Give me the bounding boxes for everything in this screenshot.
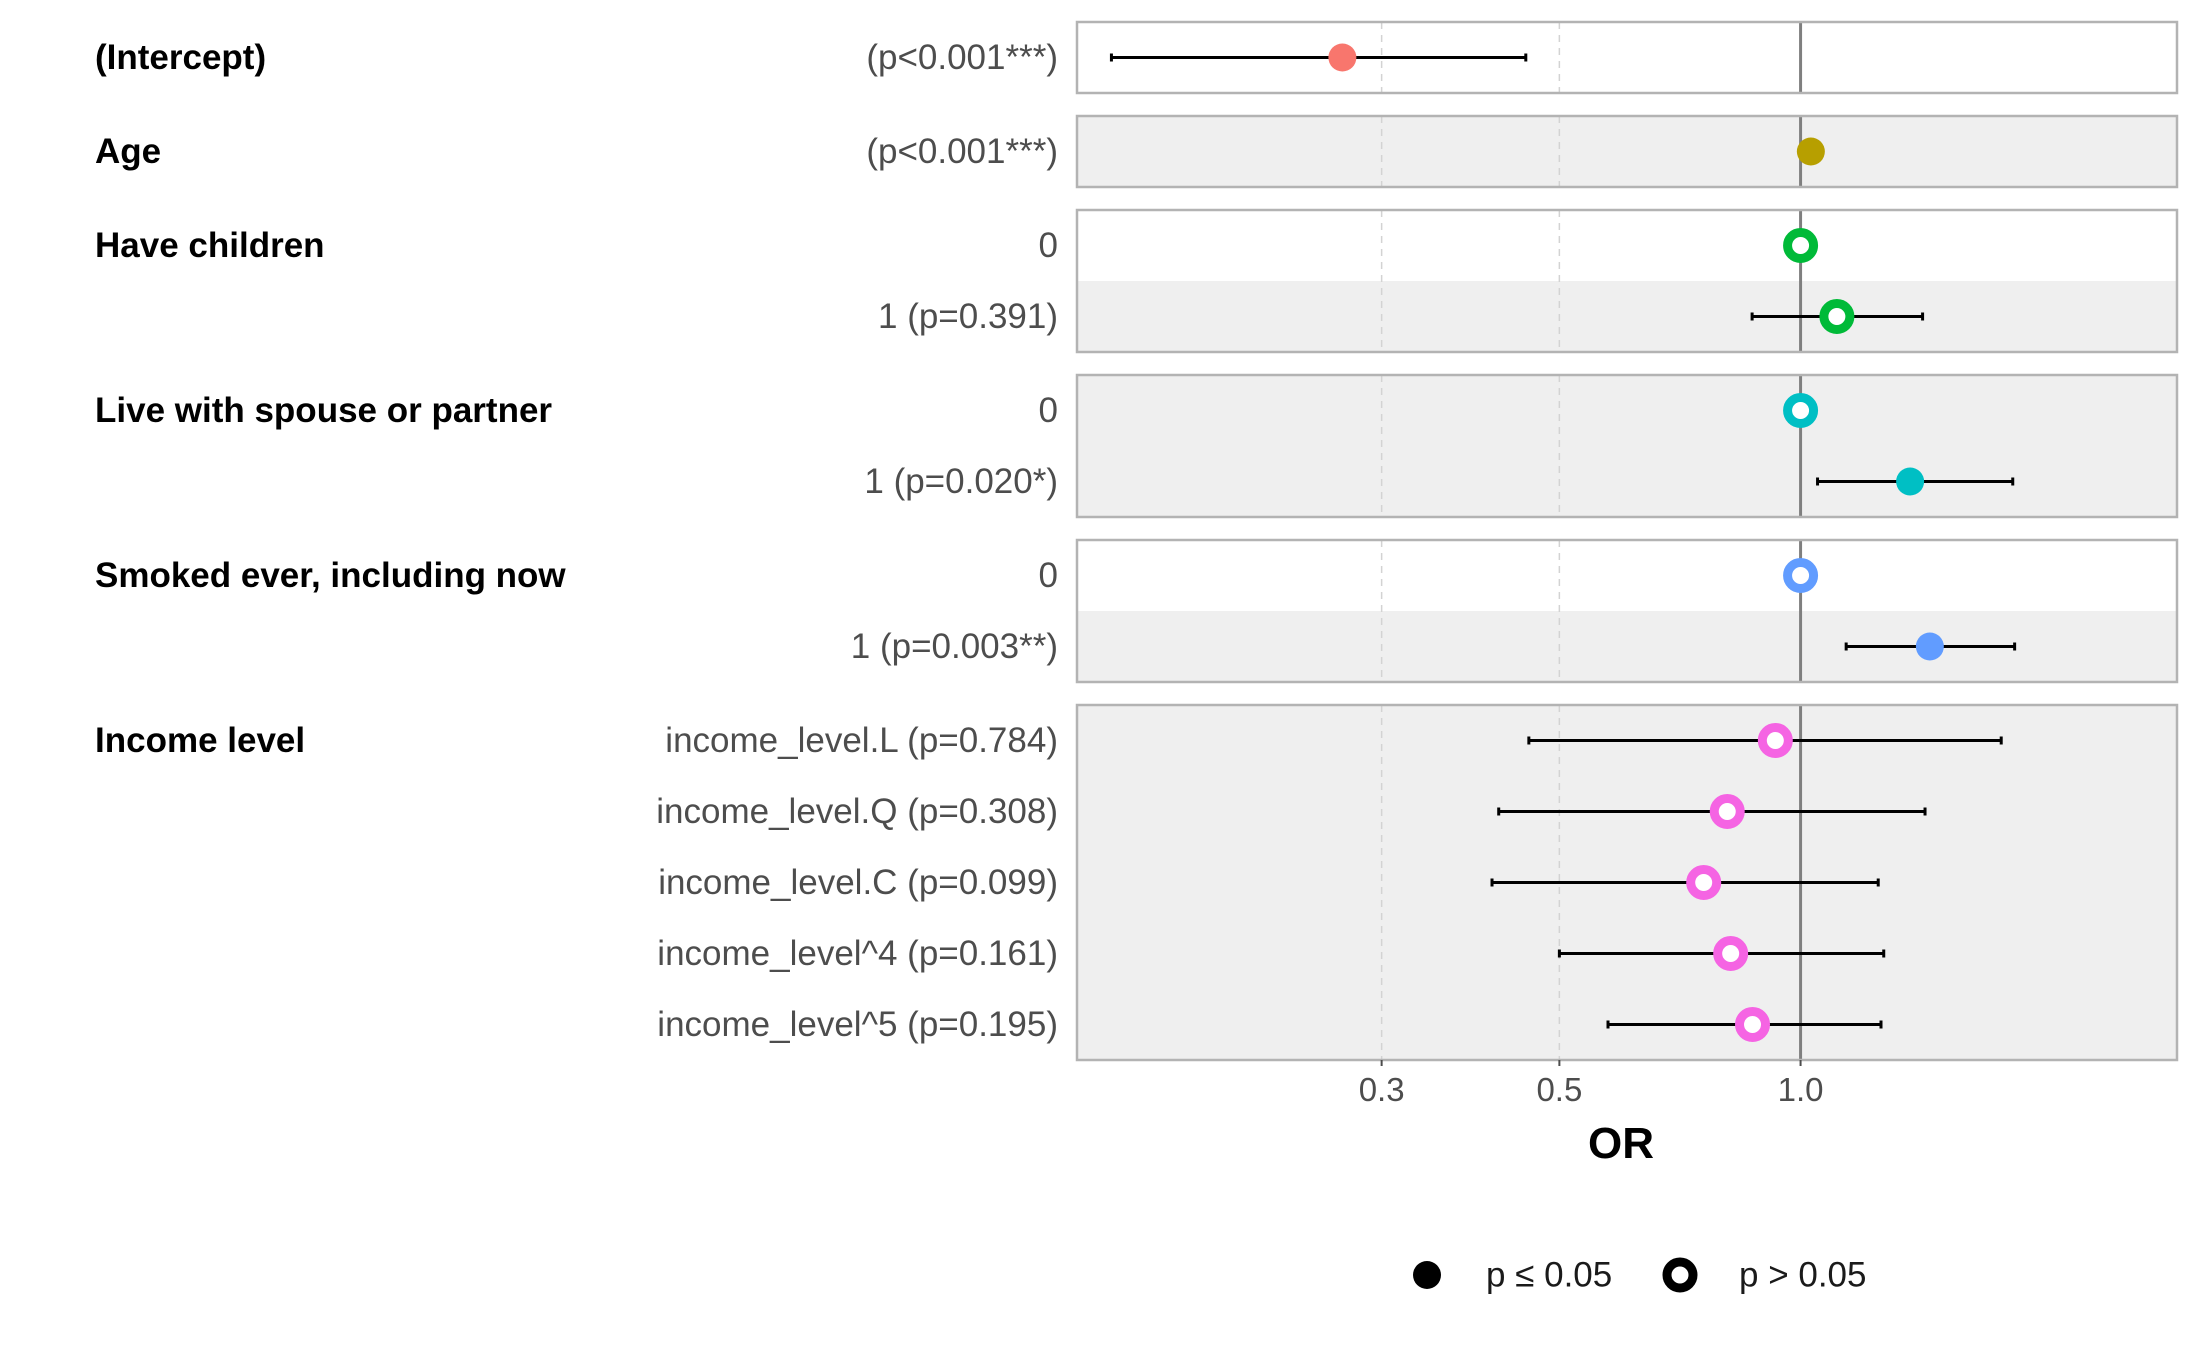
panel-border [1075, 373, 2179, 519]
variable-label: Income level [95, 721, 305, 760]
level-label: 1 (p=0.003**) [851, 627, 1058, 666]
variable-label: Smoked ever, including now [95, 556, 566, 595]
panel-background [1077, 375, 2177, 517]
point-estimate [1915, 632, 1944, 661]
point-estimate [1686, 865, 1722, 900]
level-label: (p<0.001***) [866, 38, 1058, 77]
point-estimate [1819, 299, 1855, 334]
level-label: 1 (p=0.020*) [864, 462, 1058, 501]
group-3: Live with spouse or partner 0 1 (p=0.020*) [95, 373, 2179, 519]
panel-background [1077, 116, 2177, 187]
point-estimate [1709, 794, 1745, 829]
level-label: 0 [1039, 556, 1058, 595]
x-axis-title: OR [1588, 1119, 1654, 1168]
point-estimate [1713, 936, 1749, 971]
panel-border [1075, 703, 2179, 1062]
point-estimate [1328, 43, 1357, 72]
panel-border [1075, 208, 2179, 354]
panel-border [1075, 20, 2179, 95]
level-label: income_level.Q (p=0.308) [656, 792, 1058, 831]
x-tick-label: 1.0 [1778, 1071, 1824, 1108]
panel-layer: (Intercept) (p<0.001***) Age (p<0.001***) Ha… [95, 20, 2179, 1062]
panel-border [1075, 538, 2179, 684]
point-estimate [1735, 1007, 1771, 1042]
legend: p ≤ 0.05 p > 0.05 [1413, 1256, 1866, 1295]
x-tick-label: 0.3 [1359, 1071, 1405, 1108]
level-label: 0 [1039, 226, 1058, 265]
x-tick-label: 0.5 [1536, 1071, 1582, 1108]
level-label: income_level^5 (p=0.195) [657, 1005, 1058, 1044]
group-5: Income level income_level.L (p=0.784) inco… [95, 703, 2179, 1062]
group-1: Age (p<0.001***) [95, 114, 2179, 189]
level-label: income_level.C (p=0.099) [658, 863, 1058, 902]
legend-key-open [1662, 1257, 1698, 1293]
x-axis: OR 0.3 0.5 1.0 [1359, 1060, 1824, 1168]
panel-border [1075, 114, 2179, 189]
variable-label: Have children [95, 226, 325, 265]
variable-label: Age [95, 132, 161, 171]
variable-label: (Intercept) [95, 38, 266, 77]
group-2: Have children 0 1 (p=0.391) [95, 208, 2179, 354]
legend-label: p > 0.05 [1739, 1256, 1866, 1295]
point-estimate [1757, 723, 1793, 758]
point-estimate [1783, 558, 1819, 593]
group-0: (Intercept) (p<0.001***) [95, 20, 2179, 95]
point-estimate [1783, 228, 1819, 263]
point-estimate [1783, 393, 1819, 428]
point-estimate [1796, 137, 1825, 166]
point-estimate [1896, 467, 1925, 496]
row-stripe [1077, 281, 2177, 352]
level-label: (p<0.001***) [866, 132, 1058, 171]
level-label: income_level.L (p=0.784) [665, 721, 1058, 760]
legend-label: p ≤ 0.05 [1486, 1256, 1612, 1295]
level-label: income_level^4 (p=0.161) [657, 934, 1058, 973]
group-4: Smoked ever, including now 0 1 (p=0.003**) [95, 538, 2179, 684]
level-label: 1 (p=0.391) [878, 297, 1058, 336]
legend-key-filled [1413, 1261, 1441, 1289]
variable-label: Live with spouse or partner [95, 391, 552, 430]
level-label: 0 [1039, 391, 1058, 430]
